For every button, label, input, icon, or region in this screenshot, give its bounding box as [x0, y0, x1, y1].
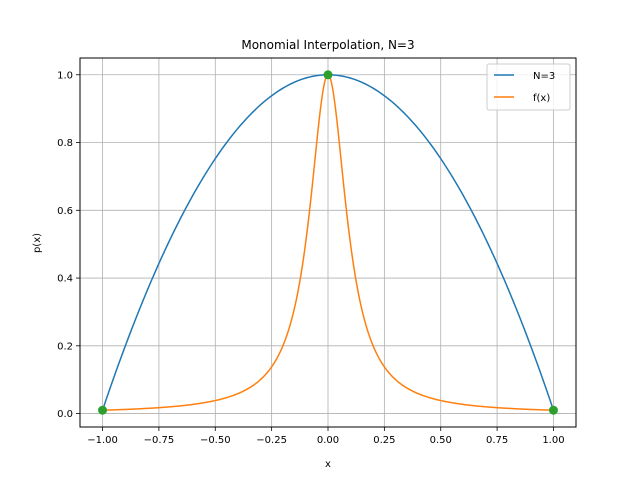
- y-tick-label: 0.0: [57, 409, 73, 420]
- x-axis-label: x: [325, 459, 331, 470]
- y-tick-label: 0.4: [57, 274, 73, 285]
- x-tick-label: −0.75: [144, 435, 175, 446]
- node-marker: [548, 405, 558, 415]
- legend-box: [486, 63, 571, 111]
- grid: [80, 58, 576, 427]
- axis-ticks: −1.00 −0.75 −0.50 −0.25 0.00 0.25 0.50 0.75 1.00…: [57, 70, 564, 446]
- x-tick-label: 0.25: [373, 435, 395, 446]
- x-tick-label: −0.50: [200, 435, 231, 446]
- legend-label-n3: N=3: [533, 71, 555, 82]
- y-axis-label: p(x): [32, 233, 43, 253]
- legend-label-fx: f(x): [533, 93, 550, 104]
- x-tick-label: 0.00: [317, 435, 339, 446]
- legend: N=3 f(x): [486, 63, 571, 111]
- y-tick-label: 0.2: [57, 341, 73, 352]
- chart-title: Monomial Interpolation, N=3: [241, 38, 414, 52]
- x-tick-label: 1.00: [542, 435, 564, 446]
- x-tick-label: 0.50: [430, 435, 452, 446]
- x-tick-label: 0.75: [486, 435, 508, 446]
- node-marker: [323, 70, 333, 80]
- y-tick-label: 0.6: [57, 206, 73, 217]
- y-tick-label: 0.8: [57, 138, 73, 149]
- y-tick-label: 1.0: [57, 70, 73, 81]
- x-tick-label: −1.00: [87, 435, 118, 446]
- interpolation-nodes: [98, 70, 558, 415]
- x-tick-label: −0.25: [256, 435, 287, 446]
- node-marker: [98, 405, 108, 415]
